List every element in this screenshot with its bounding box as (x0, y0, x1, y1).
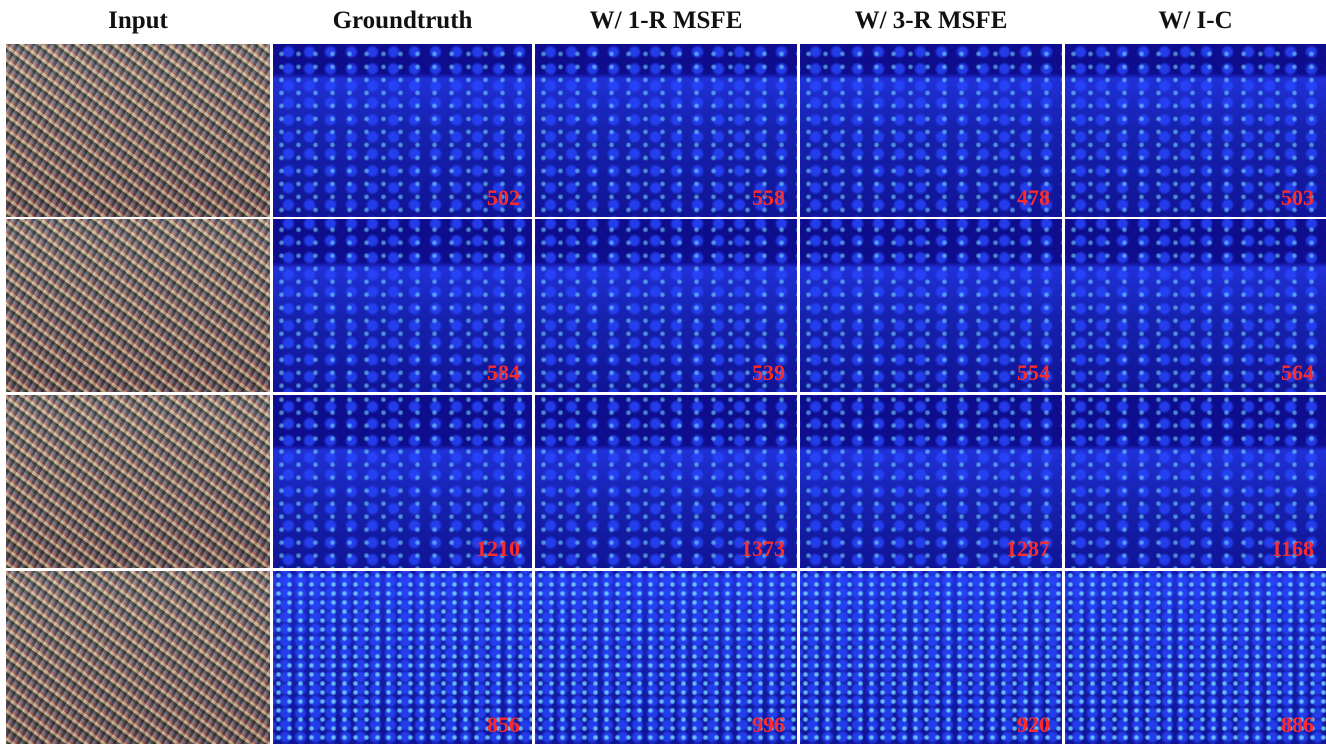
predicted-count: 1287 (1006, 536, 1050, 561)
density-map: 1287 (800, 395, 1062, 568)
density-map: 584 (273, 219, 532, 392)
density-map: 564 (1065, 219, 1326, 392)
predicted-count: 554 (1017, 360, 1050, 385)
predicted-count: 584 (487, 360, 520, 385)
density-map: 558 (535, 44, 797, 217)
density-map: 554 (800, 219, 1062, 392)
density-map: 539 (535, 219, 797, 392)
density-map: 856 (273, 571, 532, 744)
column-header: W/ I-C (1158, 7, 1233, 34)
column-header: W/ 3-R MSFE (854, 7, 1008, 34)
input-image (6, 571, 270, 744)
density-map: 886 (1065, 571, 1326, 744)
column-header: Groundtruth (332, 7, 473, 34)
predicted-count: 996 (752, 712, 785, 737)
column-header: Input (108, 7, 168, 34)
predicted-count: 478 (1017, 185, 1050, 210)
predicted-count: 502 (487, 185, 520, 210)
predicted-count: 558 (752, 185, 785, 210)
predicted-count: 856 (487, 712, 520, 737)
predicted-count: 539 (752, 360, 785, 385)
input-image (6, 219, 270, 392)
density-map: 1210 (273, 395, 532, 568)
density-map: 502 (273, 44, 532, 217)
predicted-count: 564 (1281, 360, 1314, 385)
predicted-count: 1210 (476, 536, 520, 561)
predicted-count: 1373 (741, 536, 785, 561)
density-map: 478 (800, 44, 1062, 217)
predicted-count: 503 (1281, 185, 1314, 210)
predicted-count: 1168 (1271, 536, 1314, 561)
predicted-count: 920 (1017, 712, 1050, 737)
column-header: W/ 1-R MSFE (589, 7, 743, 34)
density-map: 503 (1065, 44, 1326, 217)
predicted-count: 886 (1281, 712, 1314, 737)
density-map: 1373 (535, 395, 797, 568)
density-map: 1168 (1065, 395, 1326, 568)
density-map: 920 (800, 571, 1062, 744)
density-map: 996 (535, 571, 797, 744)
input-image (6, 395, 270, 568)
input-image (6, 44, 270, 217)
